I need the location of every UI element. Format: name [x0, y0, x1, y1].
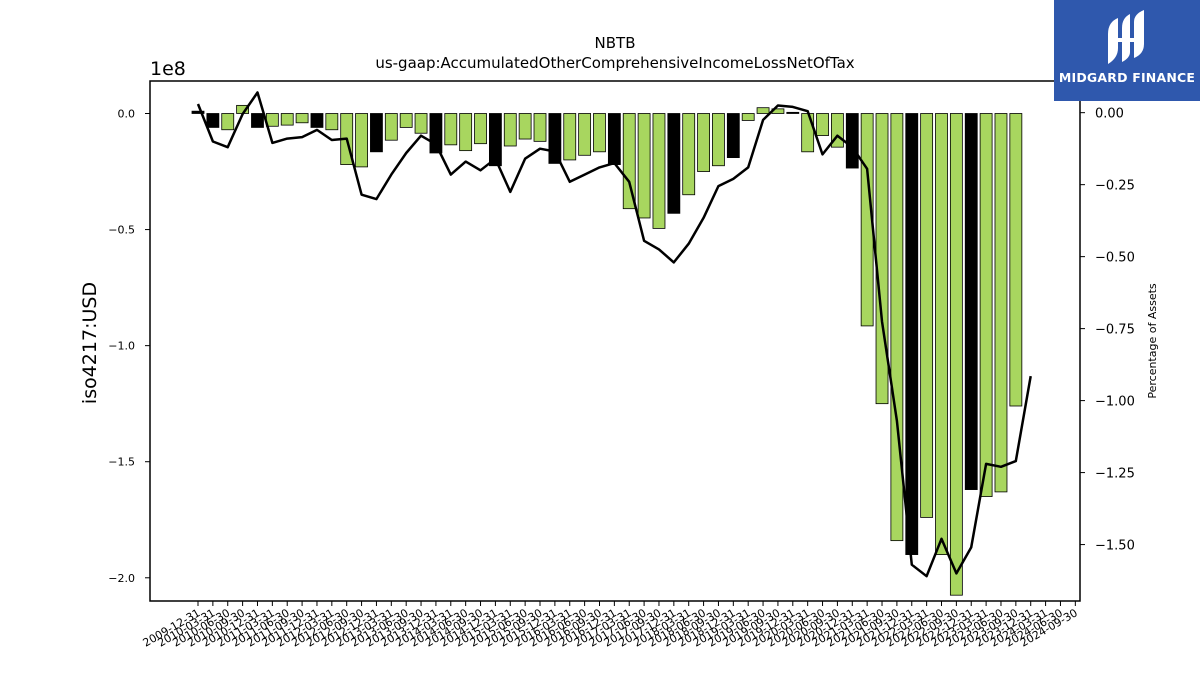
midgard-finance-logo: MIDGARD FINANCE: [1054, 0, 1200, 101]
bar: [712, 113, 725, 167]
bar: [295, 113, 309, 124]
bar: [563, 113, 577, 161]
bar: [384, 113, 398, 141]
chart-title: NBTB: [595, 34, 636, 52]
bar: [622, 113, 636, 210]
plot-frame: [149, 80, 1081, 602]
bar: [994, 113, 1008, 493]
bar: [221, 113, 235, 131]
bar: [399, 113, 413, 128]
bar: [503, 113, 517, 147]
bar: [845, 113, 859, 169]
bar: [920, 113, 934, 518]
y2-tick-label: −0.75: [1095, 323, 1135, 338]
bar: [890, 113, 904, 542]
bar: [964, 113, 978, 490]
y2-axis-label: Percentage of Assets: [1146, 283, 1159, 399]
bar: [905, 113, 919, 555]
bar: [756, 107, 770, 114]
bar: [667, 113, 681, 214]
bar: [875, 113, 889, 405]
bar-series: [191, 104, 1023, 596]
y-tick-label: −1.0: [108, 340, 135, 353]
bar: [1009, 113, 1023, 407]
y2-tick-label: −0.50: [1095, 251, 1135, 266]
bar: [310, 113, 324, 128]
y-tick-label: −0.5: [108, 224, 135, 237]
chart-subtitle: us-gaap:AccumulatedOtherComprehensiveInc…: [375, 54, 854, 72]
bar: [355, 113, 368, 168]
bar: [533, 113, 547, 142]
bar: [518, 113, 532, 140]
bar: [251, 113, 264, 128]
bar: [979, 113, 993, 497]
y2-tick-label: −0.25: [1095, 179, 1135, 194]
y2-tick-label: −1.50: [1095, 539, 1135, 554]
bar: [459, 113, 473, 152]
bar: [697, 113, 710, 172]
bar: [325, 113, 339, 131]
bar: [935, 113, 948, 555]
bar: [949, 113, 963, 596]
bar: [726, 113, 740, 159]
bar: [474, 113, 487, 145]
y-axis-label: iso4217:USD: [79, 282, 101, 404]
bar: [414, 113, 428, 134]
y2-tick-label: −1.00: [1095, 395, 1135, 410]
bar: [801, 113, 815, 153]
bar: [607, 113, 621, 165]
bar: [444, 113, 458, 146]
y2-tick-label: −1.25: [1095, 467, 1135, 482]
bar: [786, 111, 800, 114]
logo-mark-icon: [1108, 10, 1144, 64]
y-tick-label: −1.5: [108, 456, 135, 469]
y2-tick-label: 0.00: [1095, 107, 1124, 122]
bar: [741, 113, 755, 121]
bar: [652, 113, 666, 229]
bar: [488, 113, 502, 167]
percentage-line: [196, 91, 1032, 578]
bar: [578, 113, 592, 156]
bar: [637, 113, 651, 219]
bar: [593, 113, 606, 153]
y-offset-text: 1e8: [150, 58, 186, 80]
bar: [548, 113, 562, 164]
bar: [191, 110, 205, 114]
logo-text: MIDGARD FINANCE: [1058, 70, 1196, 85]
bar: [816, 113, 829, 136]
bar: [206, 113, 220, 128]
bar: [682, 113, 696, 196]
axes-group: 0.0 −0.5 −1.0 −1.5 −2.0 0.00 −0.25 −0.50 −0.75 −1…: [108, 107, 1135, 650]
bar: [280, 113, 294, 126]
y-tick-label: 0.0: [118, 108, 136, 121]
bar: [370, 113, 383, 153]
y-tick-label: −2.0: [108, 572, 135, 585]
